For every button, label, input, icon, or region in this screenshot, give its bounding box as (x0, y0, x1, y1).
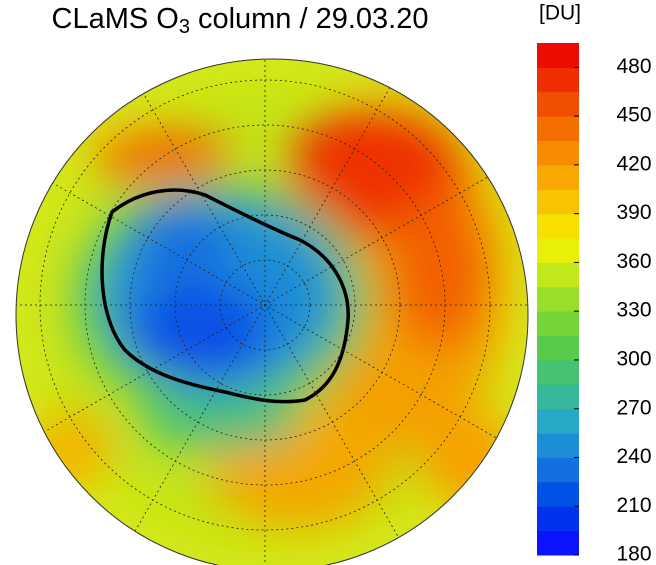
tick-label: 330 (616, 299, 651, 322)
title-text: CLaMS O (52, 3, 179, 35)
color-band (537, 408, 579, 434)
color-band (537, 335, 579, 361)
color-band (537, 457, 579, 483)
color-band (537, 116, 579, 142)
map-title: CLaMS O3 column / 29.03.20 (52, 3, 429, 39)
color-band (537, 262, 579, 288)
color-band (537, 140, 579, 166)
colorbar: 180 210 240 270 300 330 360 390 420 450 480 (537, 43, 652, 565)
tick-label: 210 (616, 494, 651, 517)
color-band (537, 91, 579, 117)
ozone-map (16, 59, 528, 565)
color-band (537, 213, 579, 239)
tick-label: 240 (616, 445, 651, 468)
tick-label: 360 (616, 250, 651, 273)
title-text: column / 29.03.20 (198, 3, 429, 35)
color-band (537, 67, 579, 93)
color-band (537, 433, 579, 458)
tick-label: 300 (616, 347, 651, 370)
title-subscript: 3 (179, 16, 190, 38)
colorbar-unit: [DU] (539, 2, 581, 25)
color-band (537, 506, 579, 532)
color-band (537, 481, 579, 507)
color-band (537, 359, 579, 385)
tick-label: 450 (616, 104, 651, 127)
tick-label: 180 (616, 543, 651, 565)
tick-label: 420 (616, 152, 651, 175)
color-band (537, 311, 579, 337)
color-band (537, 286, 579, 312)
tick-label: 270 (616, 396, 651, 419)
color-band (537, 43, 579, 68)
color-band (537, 164, 579, 190)
color-band (537, 530, 579, 556)
tick-label: 480 (616, 55, 651, 78)
color-band (537, 189, 579, 215)
color-band (537, 238, 579, 263)
tick-label: 390 (616, 201, 651, 224)
color-band (537, 384, 579, 410)
